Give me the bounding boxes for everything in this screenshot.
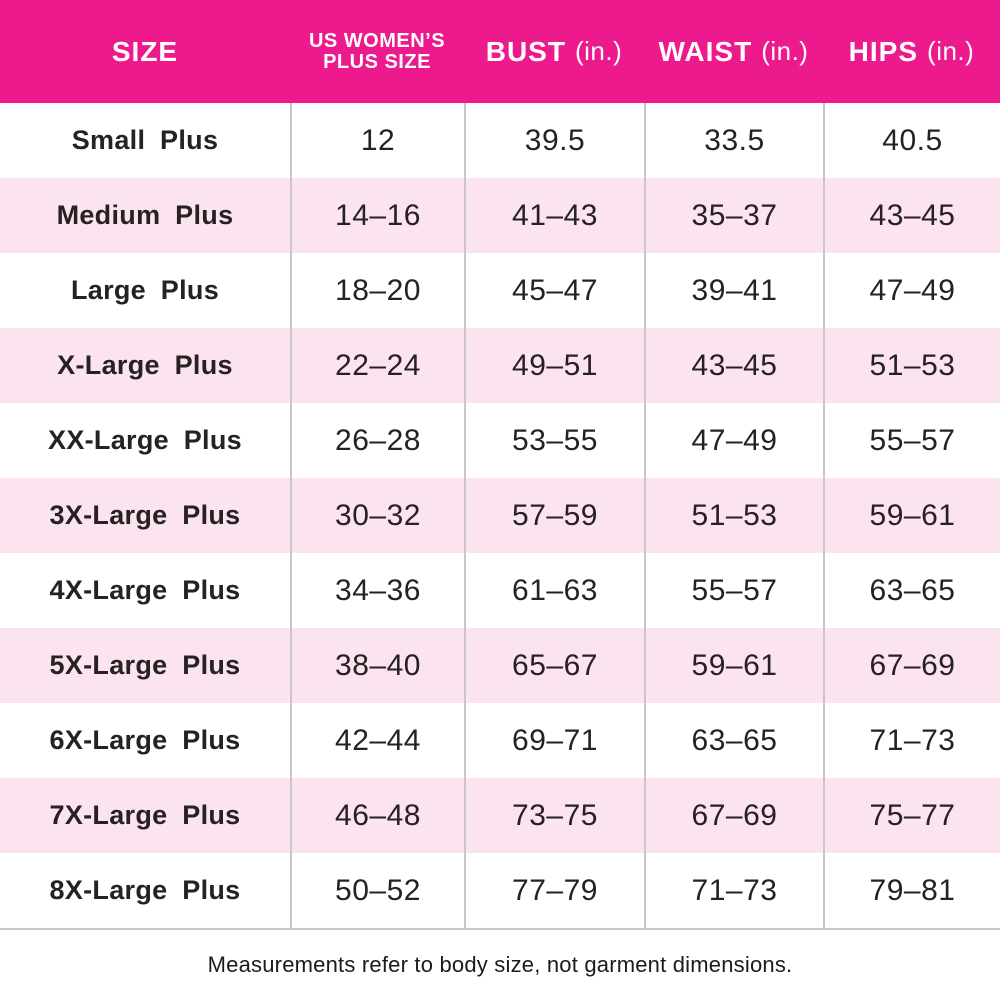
cell-waist: 63–65 xyxy=(644,703,823,778)
cell-size: 7X-Large Plus xyxy=(49,800,241,830)
cell-size: Medium Plus xyxy=(56,200,234,230)
cell-hips: 75–77 xyxy=(823,778,1000,853)
cell-waist: 35–37 xyxy=(644,178,823,253)
cell-hips: 59–61 xyxy=(823,478,1000,553)
table-row-small-plus: Small Plus 12 39.5 33.5 40.5 xyxy=(0,103,1000,178)
cell-waist: 55–57 xyxy=(644,553,823,628)
header-hips: HIPS (in.) xyxy=(823,35,1000,67)
cell-us-plus-size: 12 xyxy=(290,103,464,178)
cell-size: XX-Large Plus xyxy=(48,425,242,455)
header-waist-unit: (in.) xyxy=(761,35,809,66)
cell-hips: 55–57 xyxy=(823,403,1000,478)
cell-hips: 51–53 xyxy=(823,328,1000,403)
header-us-womens-plus-size: US WOMEN’S PLUS SIZE xyxy=(290,29,464,73)
cell-waist: 47–49 xyxy=(644,403,823,478)
cell-bust: 39.5 xyxy=(464,103,644,178)
cell-us-plus-size: 22–24 xyxy=(290,328,464,403)
table-row-7x-large-plus: 7X-Large Plus 46–48 73–75 67–69 75–77 xyxy=(0,778,1000,853)
cell-size: 3X-Large Plus xyxy=(49,500,241,530)
cell-waist: 51–53 xyxy=(644,478,823,553)
header-bust: BUST (in.) xyxy=(464,35,644,67)
cell-size: X-Large Plus xyxy=(57,350,233,380)
table-row-8x-large-plus: 8X-Large Plus 50–52 77–79 71–73 79–81 xyxy=(0,853,1000,928)
cell-bust: 61–63 xyxy=(464,553,644,628)
cell-us-plus-size: 50–52 xyxy=(290,853,464,928)
table-body: Small Plus 12 39.5 33.5 40.5 Medium Plus… xyxy=(0,103,1000,930)
header-us-womens-line2: PLUS SIZE xyxy=(323,50,431,73)
cell-bust: 41–43 xyxy=(464,178,644,253)
cell-bust: 77–79 xyxy=(464,853,644,928)
cell-us-plus-size: 42–44 xyxy=(290,703,464,778)
table-header-row: SIZE US WOMEN’S PLUS SIZE BUST (in.) WAI… xyxy=(0,0,1000,103)
header-waist: WAIST (in.) xyxy=(644,35,823,67)
cell-waist: 39–41 xyxy=(644,253,823,328)
cell-waist: 33.5 xyxy=(644,103,823,178)
header-us-womens-line1: US WOMEN’S xyxy=(308,29,446,52)
cell-bust: 65–67 xyxy=(464,628,644,703)
cell-us-plus-size: 30–32 xyxy=(290,478,464,553)
cell-hips: 63–65 xyxy=(823,553,1000,628)
cell-waist: 71–73 xyxy=(644,853,823,928)
cell-bust: 69–71 xyxy=(464,703,644,778)
cell-bust: 57–59 xyxy=(464,478,644,553)
table-row-5x-large-plus: 5X-Large Plus 38–40 65–67 59–61 67–69 xyxy=(0,628,1000,703)
cell-bust: 45–47 xyxy=(464,253,644,328)
header-bust-unit: (in.) xyxy=(574,35,623,66)
header-size: SIZE xyxy=(0,35,290,67)
cell-size: 8X-Large Plus xyxy=(49,875,241,905)
header-us-womens-plus-size-label: US WOMEN’S PLUS SIZE xyxy=(308,29,446,73)
table-row-large-plus: Large Plus 18–20 45–47 39–41 47–49 xyxy=(0,253,1000,328)
cell-size: 5X-Large Plus xyxy=(49,650,241,680)
cell-bust: 53–55 xyxy=(464,403,644,478)
header-size-label: SIZE xyxy=(111,35,179,67)
cell-us-plus-size: 26–28 xyxy=(290,403,464,478)
cell-size: Large Plus xyxy=(70,275,220,305)
cell-waist: 59–61 xyxy=(644,628,823,703)
table-row-4x-large-plus: 4X-Large Plus 34–36 61–63 55–57 63–65 xyxy=(0,553,1000,628)
cell-us-plus-size: 18–20 xyxy=(290,253,464,328)
table-row-xx-large-plus: XX-Large Plus 26–28 53–55 47–49 55–57 xyxy=(0,403,1000,478)
cell-hips: 71–73 xyxy=(823,703,1000,778)
header-hips-label: HIPS xyxy=(848,35,919,67)
header-waist-label: WAIST xyxy=(658,35,753,67)
cell-size: 6X-Large Plus xyxy=(49,725,241,755)
cell-bust: 49–51 xyxy=(464,328,644,403)
table-row-medium-plus: Medium Plus 14–16 41–43 35–37 43–45 xyxy=(0,178,1000,253)
header-bust-label: BUST xyxy=(485,35,566,67)
table-row-x-large-plus: X-Large Plus 22–24 49–51 43–45 51–53 xyxy=(0,328,1000,403)
cell-hips: 67–69 xyxy=(823,628,1000,703)
footnote: Measurements refer to body size, not gar… xyxy=(0,930,1000,1000)
cell-hips: 40.5 xyxy=(823,103,1000,178)
cell-us-plus-size: 38–40 xyxy=(290,628,464,703)
cell-size: Small Plus xyxy=(71,125,219,155)
cell-hips: 47–49 xyxy=(823,253,1000,328)
cell-hips: 79–81 xyxy=(823,853,1000,928)
table-row-6x-large-plus: 6X-Large Plus 42–44 69–71 63–65 71–73 xyxy=(0,703,1000,778)
cell-waist: 67–69 xyxy=(644,778,823,853)
header-hips-unit: (in.) xyxy=(927,35,975,66)
cell-waist: 43–45 xyxy=(644,328,823,403)
cell-us-plus-size: 46–48 xyxy=(290,778,464,853)
cell-size: 4X-Large Plus xyxy=(49,575,241,605)
cell-us-plus-size: 14–16 xyxy=(290,178,464,253)
cell-us-plus-size: 34–36 xyxy=(290,553,464,628)
footnote-text: Measurements refer to body size, not gar… xyxy=(207,952,793,977)
table-row-3x-large-plus: 3X-Large Plus 30–32 57–59 51–53 59–61 xyxy=(0,478,1000,553)
cell-hips: 43–45 xyxy=(823,178,1000,253)
cell-bust: 73–75 xyxy=(464,778,644,853)
